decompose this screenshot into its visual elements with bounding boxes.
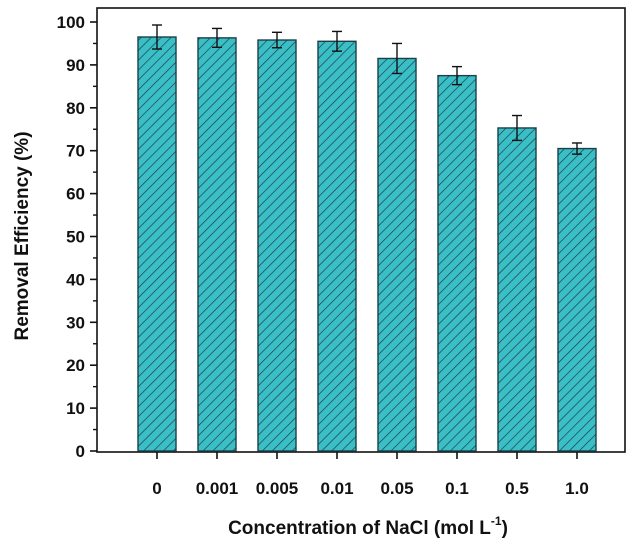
y-tick-label: 40: [66, 270, 85, 289]
x-tick-label: 0.01: [320, 479, 353, 498]
bar: [197, 37, 237, 452]
x-tick-label: 0: [152, 479, 161, 498]
y-axis-title: Removal Efficiency (%): [12, 131, 33, 340]
y-tick-label: 0: [76, 442, 85, 461]
x-axis-title-superscript: -1: [491, 514, 502, 528]
y-tick-label: 30: [66, 313, 85, 332]
plot-frame: [96, 7, 626, 453]
bar: [137, 36, 177, 452]
y-tick-label: 80: [66, 99, 85, 118]
x-axis-title-close: ): [502, 518, 508, 539]
y-tick-label: 50: [66, 228, 85, 247]
x-tick-label: 0.1: [445, 479, 469, 498]
x-tick-label: 0.005: [256, 479, 299, 498]
x-tick-label: 0.5: [505, 479, 529, 498]
y-tick-label: 100: [57, 13, 85, 32]
x-tick-label: 1.0: [565, 479, 589, 498]
x-axis-title: Concentration of NaCl (mol L-1): [228, 514, 508, 539]
y-tick-label: 60: [66, 185, 85, 204]
x-tick-label: 0.001: [196, 479, 239, 498]
y-tick-label: 70: [66, 142, 85, 161]
bar: [257, 39, 297, 452]
bar: [317, 40, 357, 452]
x-tick-label: 0.05: [380, 479, 413, 498]
bar: [377, 57, 417, 452]
bar: [557, 147, 597, 452]
x-axis-title-main: Concentration of NaCl (mol L: [228, 518, 491, 539]
bar: [437, 74, 477, 452]
y-tick-label: 10: [66, 399, 85, 418]
y-tick-label: 20: [66, 356, 85, 375]
bar: [497, 127, 537, 452]
y-tick-label: 90: [66, 56, 85, 75]
plot-area: 0 10 20 30 40 50 60 70 80 90 100 0 0.001 0.005 0.01 0.0…: [57, 7, 626, 498]
